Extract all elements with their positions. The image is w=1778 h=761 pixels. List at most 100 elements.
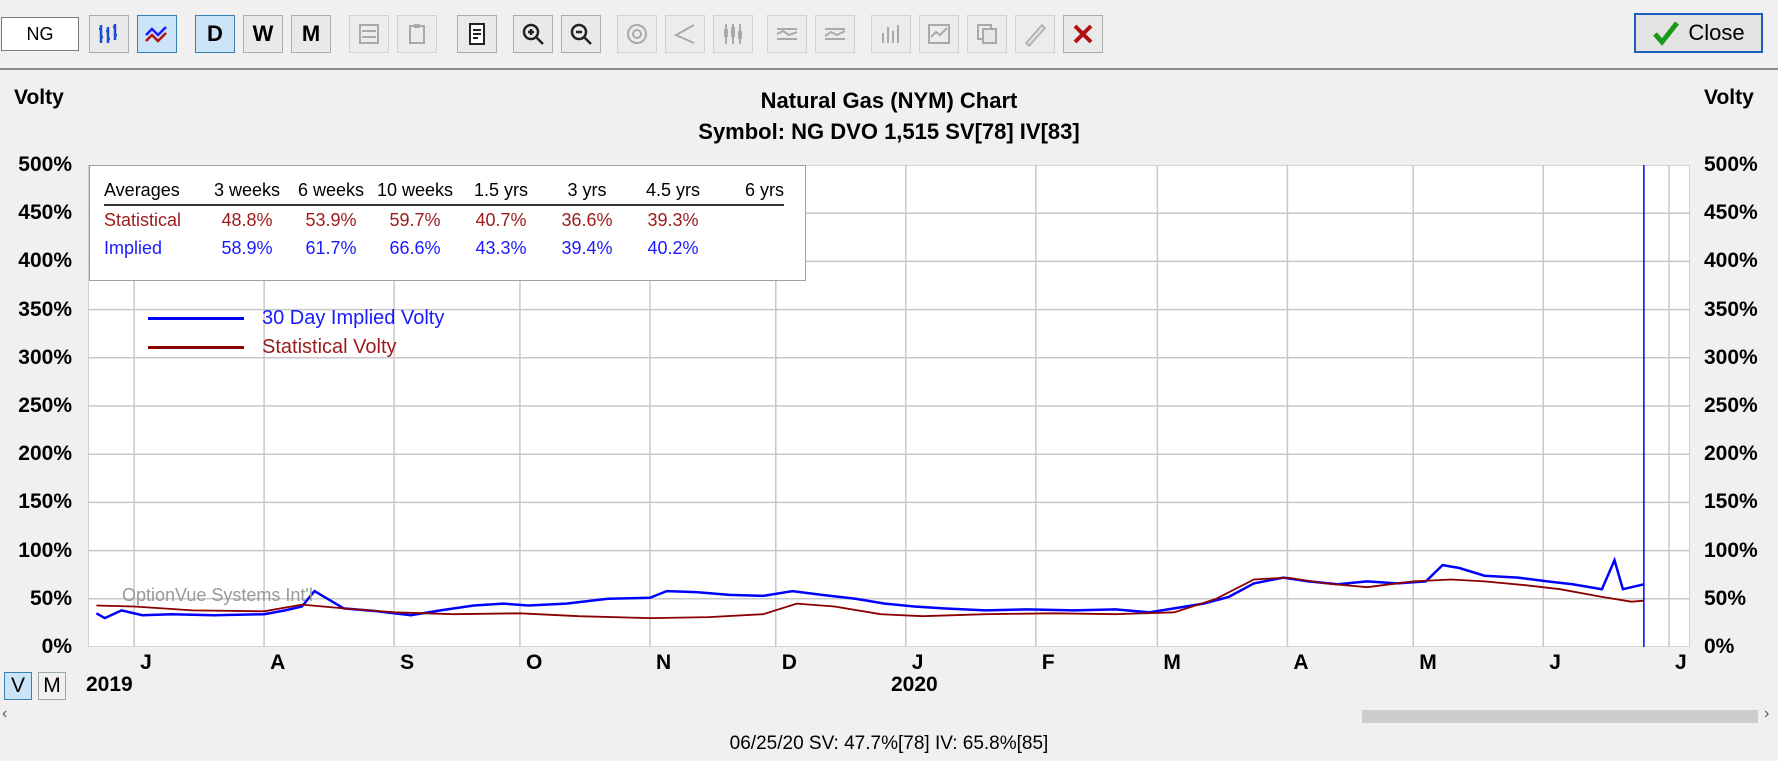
y-tick-right: 250%: [1704, 394, 1758, 417]
volume-icon: [882, 25, 899, 43]
y-tick-right: 500%: [1704, 153, 1758, 176]
study-icon: [359, 24, 379, 44]
y-tick-right: 400%: [1704, 249, 1758, 273]
month-label: O: [525, 651, 543, 674]
chart-subtitle: Symbol: NG DVO 1,515 SV[78] IV[83]: [698, 119, 1080, 144]
month-label: M: [1163, 651, 1181, 674]
averages-table: Averages 3 weeks 6 weeks 10 weeks 1.5 yr…: [104, 176, 784, 262]
overlay-button[interactable]: [767, 15, 807, 53]
legend: 30 Day Implied Volty Statistical Volty: [148, 304, 444, 362]
month-label: F: [1041, 651, 1055, 674]
avg-cell: 40.7%: [475, 209, 527, 230]
avg-row-label: Statistical: [104, 209, 182, 230]
avg-header: 1.5 yrs: [458, 176, 544, 206]
pencil-icon: [1024, 23, 1047, 47]
avg-header: 4.5 yrs: [630, 176, 716, 206]
chart-title: Natural Gas (NYM) Chart: [760, 88, 1018, 113]
candles-icon: [724, 24, 742, 44]
bar-chart-button[interactable]: [89, 15, 129, 53]
candles-button[interactable]: [713, 15, 753, 53]
angle-icon: [673, 24, 695, 44]
daily-button[interactable]: D: [195, 15, 235, 53]
horizontal-scrollbar[interactable]: ‹ ›: [0, 705, 1778, 727]
implied-volty-line: [95, 556, 1645, 620]
averages-panel: Averages 3 weeks 6 weeks 10 weeks 1.5 yr…: [89, 165, 806, 281]
volume-button[interactable]: [871, 15, 911, 53]
statistical-volty-line: [96, 576, 1644, 620]
target-button[interactable]: [617, 15, 657, 53]
avg-cell: 40.2%: [647, 237, 699, 258]
y-tick-left: 450%: [18, 201, 72, 225]
avg-row-label: Implied: [104, 237, 163, 258]
avg-cell: [716, 205, 784, 234]
avg-row-statistical: Statistical 48.8% 53.9% 59.7% 40.7% 36.6…: [104, 205, 784, 234]
volatility-chart-button[interactable]: [137, 15, 177, 53]
month-label: N: [655, 651, 672, 674]
watermark: OptionVue Systems Int'l: [122, 585, 313, 605]
avg-header: 10 weeks: [372, 176, 458, 206]
y-tick-left: 200%: [18, 442, 72, 466]
angle-button[interactable]: [665, 15, 705, 53]
avg-cell: 43.3%: [475, 237, 527, 258]
legend-item-implied: 30 Day Implied Volty: [148, 304, 444, 333]
y-tick-left: 500%: [18, 153, 72, 176]
month-label: A: [1293, 651, 1309, 674]
symbol-input[interactable]: [1, 17, 79, 51]
y-tick-left: 150%: [18, 490, 72, 514]
volatility-chart-icon: [145, 26, 167, 43]
y-tick-left: 50%: [29, 586, 72, 610]
copy-button[interactable]: [967, 15, 1007, 53]
legend-swatch: [148, 346, 244, 349]
legend-label: Statistical Volty: [262, 336, 397, 358]
close-button[interactable]: Close: [1634, 13, 1763, 53]
avg-cell: [716, 234, 784, 262]
month-label: M: [1419, 651, 1437, 674]
avg-header: 3 yrs: [544, 176, 630, 206]
scroll-left-icon[interactable]: ‹: [2, 705, 8, 722]
right-axis-title: Volty: [1704, 86, 1754, 109]
status-line: 06/25/20 SV: 47.7%[78] IV: 65.8%[85]: [0, 727, 1778, 761]
zoom-out-button[interactable]: [561, 15, 601, 53]
legend-swatch: [148, 317, 244, 320]
weekly-button[interactable]: W: [243, 15, 283, 53]
avg-cell: 58.9%: [221, 237, 273, 258]
y-tick-right: 450%: [1704, 201, 1758, 225]
close-label: Close: [1688, 20, 1745, 45]
scroll-right-icon[interactable]: ›: [1764, 705, 1770, 722]
view-v-button[interactable]: V: [4, 672, 32, 700]
study-button[interactable]: [349, 15, 389, 53]
toolbar: D W M Close: [0, 0, 1778, 70]
avg-cell: 39.4%: [561, 237, 613, 258]
left-axis-title: Volty: [14, 86, 64, 109]
report-button[interactable]: [457, 15, 497, 53]
month-label: J: [1675, 651, 1687, 674]
clipboard-icon: [409, 24, 425, 44]
y-tick-right: 300%: [1704, 345, 1758, 369]
legend-item-statistical: Statistical Volty: [148, 333, 444, 362]
y-tick-left: 0%: [41, 635, 72, 658]
overlay-icon: [776, 28, 798, 40]
compare-icon: [928, 24, 950, 44]
month-label: D: [781, 651, 797, 674]
compare-button[interactable]: [919, 15, 959, 53]
clipboard-button[interactable]: [397, 15, 437, 53]
delete-button[interactable]: [1063, 15, 1103, 53]
avg-cell: 59.7%: [389, 209, 441, 230]
draw-line-button[interactable]: [1015, 15, 1055, 53]
legend-label: 30 Day Implied Volty: [262, 307, 445, 329]
avg-cell: 61.7%: [305, 237, 357, 258]
avg-header: 3 weeks: [204, 176, 290, 206]
y-tick-right: 150%: [1704, 490, 1758, 514]
y-tick-right: 200%: [1704, 442, 1758, 466]
bands-button[interactable]: [815, 15, 855, 53]
year-label-2020: 2020: [891, 673, 938, 696]
view-m-button[interactable]: M: [38, 672, 66, 700]
zoom-in-button[interactable]: [513, 15, 553, 53]
avg-row-implied: Implied 58.9% 61.7% 66.6% 43.3% 39.4% 40…: [104, 234, 784, 262]
scroll-thumb[interactable]: [1362, 710, 1758, 723]
month-label: S: [400, 651, 415, 674]
checkmark-icon: [1653, 21, 1680, 46]
copy-icon: [977, 24, 997, 44]
avg-cell: 53.9%: [305, 209, 357, 230]
monthly-button[interactable]: M: [291, 15, 331, 53]
